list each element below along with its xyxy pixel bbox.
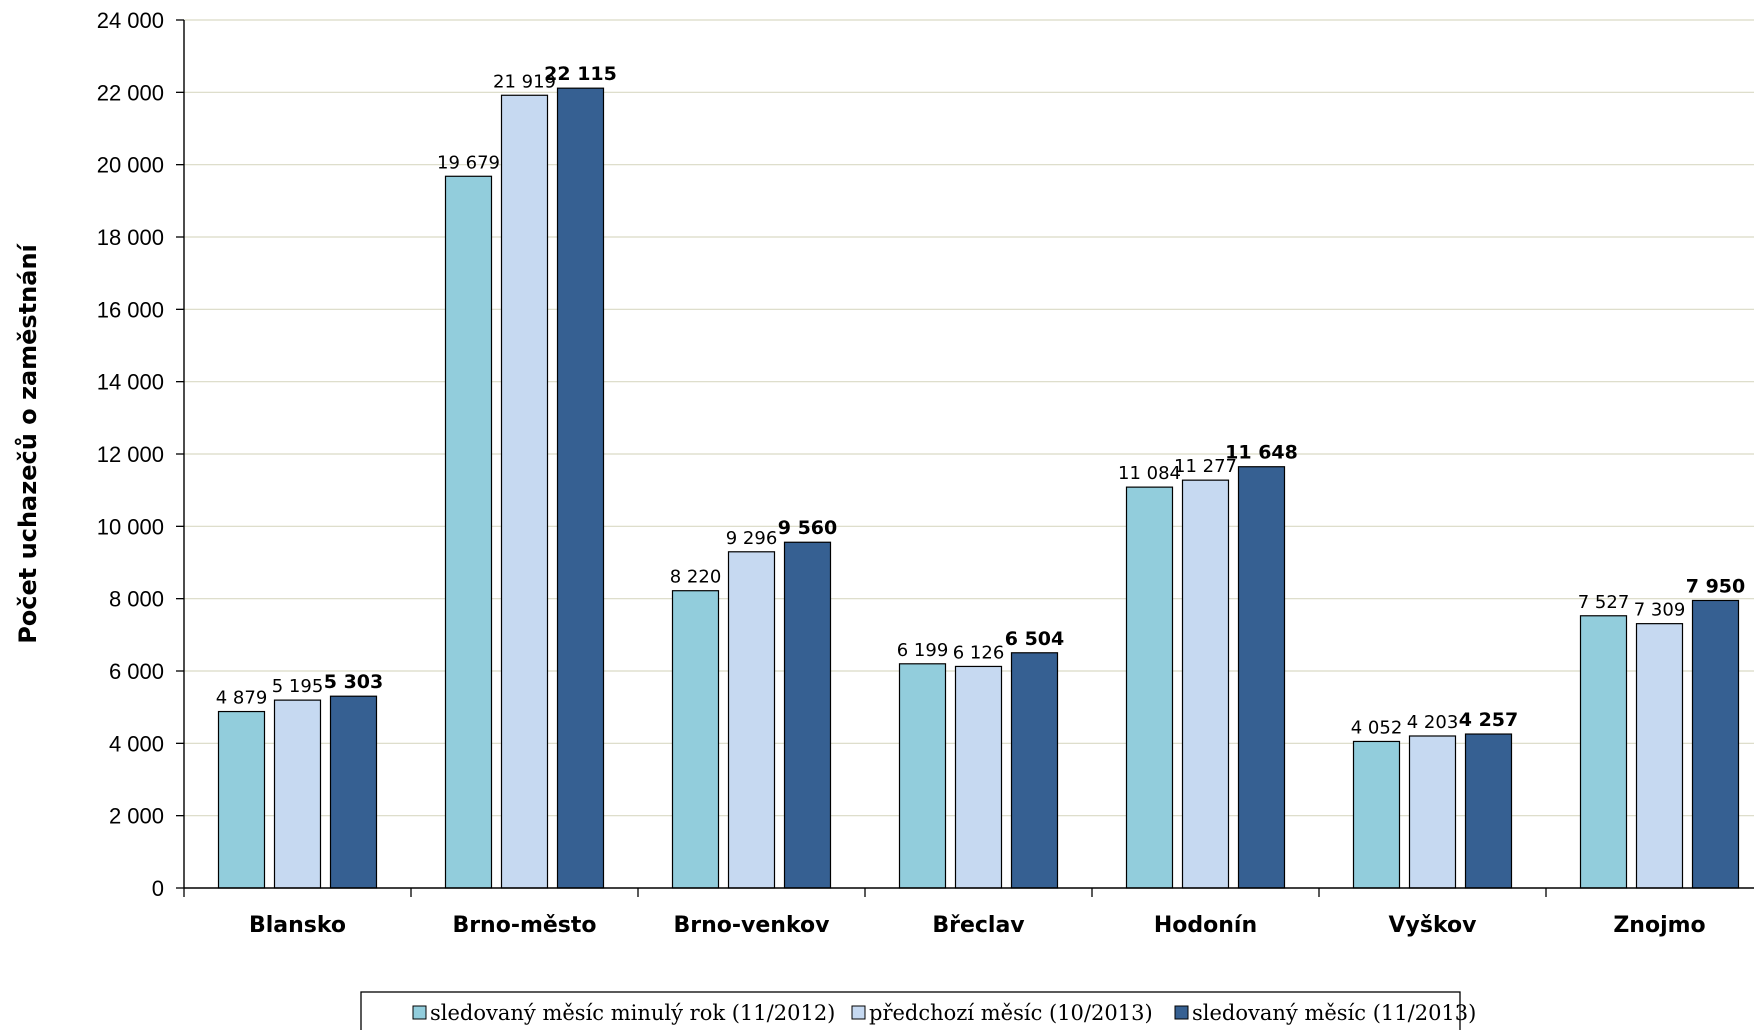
- axes: [176, 19, 1754, 897]
- bar: [1181, 479, 1230, 889]
- data-label: 11 648: [1225, 442, 1298, 464]
- bar: [671, 590, 720, 889]
- data-label: 4 257: [1459, 709, 1519, 731]
- bar: [727, 551, 776, 889]
- bar: [1408, 735, 1457, 889]
- data-label: 6 504: [1005, 628, 1065, 650]
- y-axis-title: Počet uchazečů o zaměstnání: [14, 242, 42, 643]
- data-label: 7 950: [1686, 575, 1746, 597]
- bar: [1691, 599, 1740, 889]
- y-tick-label: 16 000: [97, 297, 164, 322]
- x-category-label: Vyškov: [1389, 913, 1478, 938]
- bar: [444, 175, 493, 889]
- legend-box: [360, 991, 1461, 1030]
- data-label: 11 084: [1118, 463, 1181, 484]
- y-tick-label: 8 000: [109, 587, 164, 612]
- y-tick-label: 4 000: [109, 731, 164, 756]
- y-tick-label: 18 000: [97, 225, 164, 250]
- y-tick-label: 12 000: [97, 442, 164, 467]
- data-label: 6 126: [953, 642, 1005, 663]
- bars: [217, 87, 1740, 889]
- y-axis-ticks: 0 2 000 4 000 6 000 8 000 10 000 12 000 14 000 1…: [97, 8, 164, 901]
- y-tick-label: 14 000: [97, 370, 164, 395]
- legend: sledovaný měsíc minulý rok (11/2012) před…: [360, 991, 1476, 1030]
- bar: [1010, 652, 1059, 889]
- y-tick-label: 24 000: [97, 8, 164, 33]
- legend-entry-label: sledovaný měsíc minulý rok (11/2012): [430, 1001, 835, 1025]
- data-label: 4 879: [216, 688, 268, 709]
- y-tick-label: 0: [152, 876, 164, 901]
- bar: [217, 710, 266, 889]
- y-tick-label: 2 000: [109, 804, 164, 829]
- bar: [1579, 615, 1628, 889]
- data-label: 11 277: [1174, 456, 1237, 477]
- bar: [1352, 740, 1401, 889]
- x-category-label: Brno-město: [452, 913, 596, 938]
- y-tick-label: 6 000: [109, 659, 164, 684]
- x-category-label: Brno-venkov: [674, 913, 831, 938]
- x-category-label: Břeclav: [932, 913, 1025, 938]
- data-label: 5 195: [272, 676, 324, 697]
- bar: [556, 87, 605, 889]
- y-tick-label: 10 000: [97, 514, 164, 539]
- data-label: 9 296: [726, 528, 778, 549]
- data-label: 4 203: [1407, 712, 1459, 733]
- x-category-label: Hodonín: [1154, 913, 1257, 938]
- bar: [954, 665, 1003, 889]
- bar: [273, 699, 322, 889]
- x-category-label: Znojmo: [1613, 913, 1705, 938]
- legend-swatch: [1174, 1005, 1189, 1020]
- data-label: 21 919: [493, 71, 556, 92]
- data-label: 5 303: [324, 671, 384, 693]
- legend-swatch: [412, 1005, 427, 1020]
- legend-swatch: [851, 1005, 866, 1020]
- x-category-label: Blansko: [249, 913, 346, 938]
- bar: [783, 541, 832, 889]
- data-label: 7 527: [1578, 592, 1630, 613]
- data-label: 4 052: [1351, 717, 1403, 738]
- data-label: 22 115: [544, 63, 617, 85]
- data-label: 8 220: [670, 567, 722, 588]
- bar: [329, 695, 378, 889]
- x-axis-categories: Blansko Brno-město Brno-venkov Břeclav Hodon…: [249, 913, 1706, 938]
- legend-entry-label: předchozí měsíc (10/2013): [869, 1001, 1153, 1025]
- y-tick-label: 20 000: [97, 153, 164, 178]
- bar: [1237, 466, 1286, 889]
- bar: [1464, 733, 1513, 889]
- bar: [898, 663, 947, 889]
- bar: [1635, 623, 1684, 889]
- data-label: 9 560: [778, 517, 838, 539]
- data-label: 19 679: [437, 152, 500, 173]
- bar: [500, 94, 549, 889]
- bar: [1125, 486, 1174, 889]
- y-tick-label: 22 000: [97, 80, 164, 105]
- legend-entry-label: sledovaný měsíc (11/2013): [1192, 1001, 1476, 1025]
- data-label: 6 199: [897, 640, 949, 661]
- data-label: 7 309: [1634, 600, 1686, 621]
